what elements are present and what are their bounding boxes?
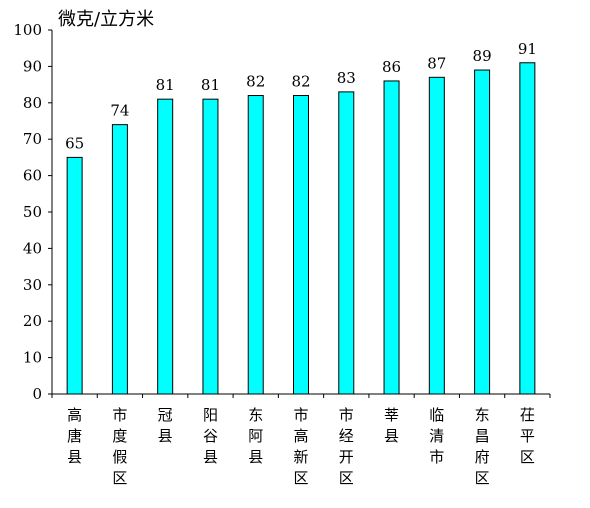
x-category-label: 冠县 — [158, 406, 173, 445]
x-category-label: 莘县 — [384, 406, 399, 445]
bar-value-label: 91 — [518, 40, 537, 58]
y-tick-label: 10 — [23, 349, 42, 367]
y-tick-label: 80 — [23, 94, 42, 112]
x-category-label: 临清市 — [429, 406, 444, 466]
bar-value-label: 74 — [110, 102, 129, 120]
bar — [157, 98, 174, 395]
bar-value-label: 89 — [473, 47, 492, 65]
bar — [111, 124, 128, 395]
bar — [293, 95, 309, 395]
bar-value-label: 87 — [427, 54, 446, 72]
bar — [428, 76, 445, 395]
value-labels: 65 74 81 81 82 82 83 86 87 89 91 — [65, 40, 537, 153]
bar — [474, 69, 491, 395]
y-axis-unit-label: 微克/立方米 — [58, 9, 154, 30]
x-category-labels: 高唐县 市度假区 冠县 阳谷县 东阿县 市高新区 市经开区 莘县 临清市 东昌府区 茌平区 — [67, 406, 535, 487]
x-category-label: 东阿县 — [248, 406, 263, 466]
bar-value-label: 83 — [337, 69, 356, 87]
y-tick-label: 70 — [23, 130, 42, 148]
bar-value-label: 81 — [201, 76, 220, 94]
y-tick-label: 30 — [23, 276, 42, 294]
y-tick-label: 100 — [13, 21, 42, 39]
bar-value-label: 81 — [156, 76, 175, 94]
bar-value-label: 82 — [246, 73, 265, 91]
y-tick-labels: 0 10 20 30 40 50 60 70 80 90 100 — [13, 21, 42, 403]
x-category-label: 市经开区 — [339, 406, 354, 487]
y-tick-label: 60 — [23, 167, 42, 185]
y-tick-label: 0 — [32, 385, 42, 403]
y-tick-label: 20 — [23, 312, 42, 330]
bar-value-label: 82 — [291, 73, 310, 91]
x-category-label: 高唐县 — [67, 406, 82, 466]
y-tick-label: 50 — [23, 203, 42, 221]
y-tick-label: 90 — [23, 57, 42, 75]
bar — [66, 156, 83, 395]
bar — [338, 91, 355, 395]
x-category-label: 东昌府区 — [475, 406, 490, 487]
bar-value-label: 86 — [382, 58, 401, 76]
bar — [519, 62, 536, 395]
x-category-label: 市度假区 — [112, 406, 127, 487]
y-tick-label: 40 — [23, 239, 42, 257]
x-category-label: 市高新区 — [293, 406, 308, 487]
bar — [247, 95, 264, 395]
bar — [383, 80, 400, 395]
x-category-label: 阳谷县 — [203, 406, 218, 466]
axes-group — [48, 29, 551, 398]
bar — [202, 98, 219, 395]
bars-group — [66, 62, 536, 395]
x-category-label: 茌平区 — [520, 406, 535, 466]
bar-value-label: 65 — [65, 134, 84, 152]
